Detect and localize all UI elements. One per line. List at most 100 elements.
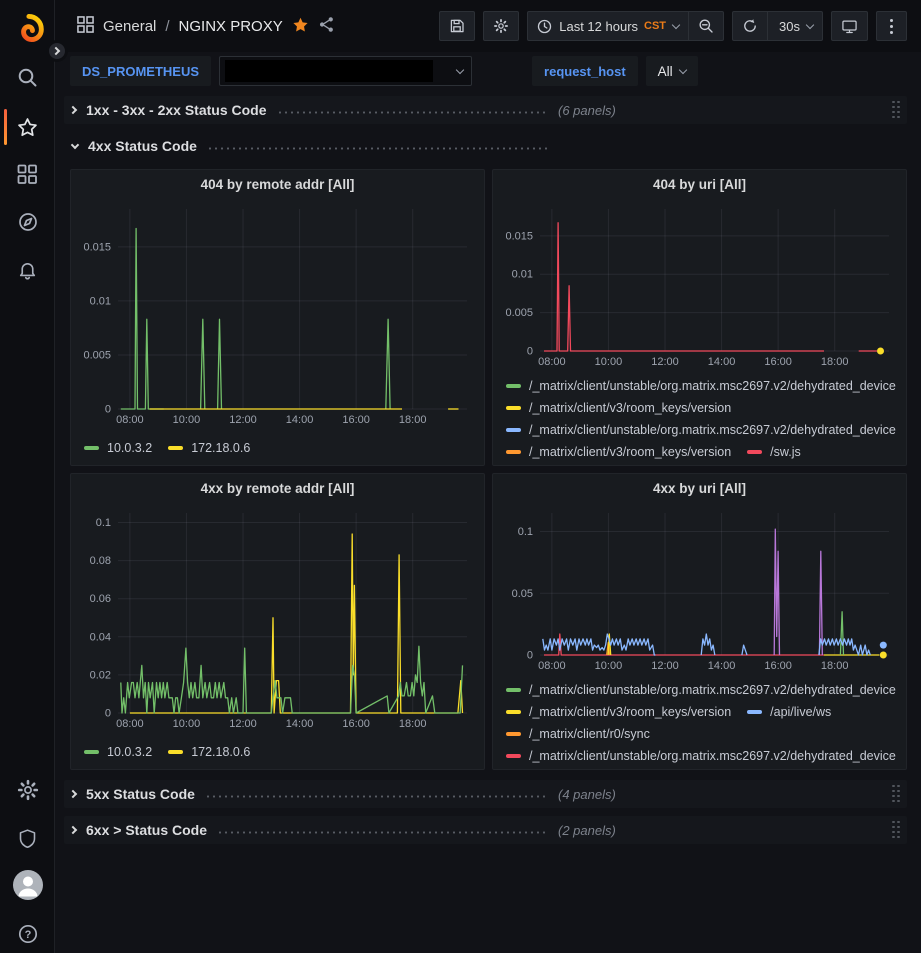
row-title[interactable]: 1xx - 3xx - 2xx Status Code <box>86 102 267 118</box>
legend-item[interactable]: 172.18.0.6 <box>168 439 250 457</box>
legend-item[interactable]: /_matrix/client/v3/room_keys/version <box>506 703 731 721</box>
search-icon[interactable] <box>0 64 55 92</box>
grafana-logo[interactable] <box>0 10 55 46</box>
legend-swatch <box>506 688 521 692</box>
legend-label: /_matrix/client/v3/room_keys/version <box>529 705 731 719</box>
chevron-down-icon <box>806 20 814 28</box>
svg-text:16:00: 16:00 <box>764 356 792 368</box>
legend-item[interactable]: /_matrix/client/unstable/org.matrix.msc2… <box>506 747 896 765</box>
panel-title[interactable]: 4xx by remote addr [All] <box>80 481 475 505</box>
svg-text:14:00: 14:00 <box>286 718 314 730</box>
legend-item[interactable]: 172.18.0.6 <box>168 743 250 761</box>
breadcrumb-separator: / <box>165 18 169 35</box>
row-5xx[interactable]: 5xx Status Code (4 panels) <box>64 780 907 808</box>
datasource-select[interactable] <box>219 56 472 86</box>
legend-item[interactable]: /_matrix/client/unstable/org.matrix.msc2… <box>506 421 896 439</box>
dashboards-icon[interactable] <box>0 160 55 188</box>
legend-item[interactable]: /_matrix/client/v3/room_keys/version <box>506 399 731 417</box>
legend-label: 172.18.0.6 <box>191 745 250 759</box>
zoom-out-button[interactable] <box>688 12 723 40</box>
row-title[interactable]: 5xx Status Code <box>86 786 195 802</box>
row-title[interactable]: 6xx > Status Code <box>86 822 207 838</box>
security-shield-icon[interactable] <box>0 824 55 852</box>
svg-text:10:00: 10:00 <box>595 356 623 368</box>
legend-item[interactable]: 10.0.3.2 <box>84 439 152 457</box>
timeseries-chart[interactable]: 00.050.108:0010:0012:0014:0016:0018:00 <box>502 505 897 673</box>
favorite-star-icon[interactable] <box>292 16 309 37</box>
refresh-interval-dropdown[interactable]: 30s <box>767 12 822 40</box>
refresh-button[interactable] <box>733 12 767 40</box>
profile-avatar[interactable] <box>0 869 55 901</box>
panel-title[interactable]: 404 by uri [All] <box>502 177 897 201</box>
row-drag-handle[interactable] <box>890 819 903 842</box>
alerting-bell-icon[interactable] <box>0 256 55 284</box>
row-drag-handle[interactable] <box>890 99 903 122</box>
panel-4xx-by-uri: 4xx by uri [All] 00.050.108:0010:0012:00… <box>492 473 907 770</box>
more-options-button[interactable] <box>876 11 907 41</box>
cycle-view-button[interactable] <box>831 11 868 41</box>
legend-item[interactable]: /_matrix/client/unstable/org.matrix.msc2… <box>506 681 896 699</box>
svg-text:08:00: 08:00 <box>538 660 566 672</box>
dotted-leader <box>205 795 548 798</box>
row-title[interactable]: 4xx Status Code <box>88 138 197 154</box>
clock-icon <box>537 19 552 34</box>
legend-item[interactable]: /api/live/ws <box>747 703 831 721</box>
legend-swatch <box>84 750 99 754</box>
refresh-group: 30s <box>732 11 823 41</box>
row-4xx[interactable]: 4xx Status Code <box>64 132 907 160</box>
help-icon[interactable]: ? <box>0 920 55 948</box>
legend-item[interactable]: /_matrix/client/r0/sync <box>506 725 650 743</box>
chart-legend: /_matrix/client/unstable/org.matrix.msc2… <box>502 377 897 461</box>
legend-swatch <box>506 754 521 758</box>
timeseries-chart[interactable]: 00.020.040.060.080.108:0010:0012:0014:00… <box>80 505 475 731</box>
svg-text:18:00: 18:00 <box>821 356 849 368</box>
zoom-out-icon <box>698 18 714 34</box>
share-icon[interactable] <box>318 16 335 37</box>
legend-swatch <box>506 384 521 388</box>
chart-svg: 00.0050.010.01508:0010:0012:0014:0016:00… <box>502 201 897 369</box>
svg-text:18:00: 18:00 <box>399 718 427 730</box>
panel-4xx-by-remote-addr: 4xx by remote addr [All] 00.020.040.060.… <box>70 473 485 770</box>
dashboard-settings-button[interactable] <box>483 11 519 41</box>
row-6xx[interactable]: 6xx > Status Code (2 panels) <box>64 816 907 844</box>
breadcrumb: General / NGINX PROXY <box>77 16 335 37</box>
legend-swatch <box>506 450 521 454</box>
topbar: General / NGINX PROXY <box>55 0 921 52</box>
row-panel-count: (2 panels) <box>558 823 616 838</box>
explore-compass-icon[interactable] <box>0 208 55 236</box>
svg-text:0.02: 0.02 <box>90 669 111 681</box>
breadcrumb-section[interactable]: General <box>103 18 156 35</box>
request-host-select[interactable]: All <box>646 56 698 86</box>
row-drag-handle[interactable] <box>890 783 903 806</box>
redacted-value <box>225 60 433 82</box>
starred-icon[interactable] <box>0 113 55 141</box>
svg-text:0: 0 <box>527 650 533 662</box>
row-1xx-3xx-2xx[interactable]: 1xx - 3xx - 2xx Status Code (6 panels) <box>64 96 907 124</box>
dotted-leader <box>207 147 550 150</box>
timeseries-chart[interactable]: 00.0050.010.01508:0010:0012:0014:0016:00… <box>502 201 897 369</box>
legend-item[interactable]: /sw.js <box>747 443 801 461</box>
chart-svg: 00.020.040.060.080.108:0010:0012:0014:00… <box>80 505 475 731</box>
panel-404-by-remote-addr: 404 by remote addr [All] 00.0050.010.015… <box>70 169 485 466</box>
breadcrumb-dashboard-title[interactable]: NGINX PROXY <box>179 18 283 35</box>
svg-text:0.1: 0.1 <box>518 526 533 538</box>
time-range-button[interactable]: Last 12 hours CST <box>528 12 688 40</box>
dotted-leader <box>217 831 548 834</box>
legend-item[interactable]: 10.0.3.2 <box>84 743 152 761</box>
refresh-interval-label: 30s <box>779 19 800 34</box>
save-dashboard-button[interactable] <box>439 11 475 41</box>
settings-gear-icon[interactable] <box>0 776 55 804</box>
request-host-value: All <box>658 64 673 79</box>
row-panel-count: (6 panels) <box>558 103 616 118</box>
svg-text:0.005: 0.005 <box>83 349 111 361</box>
panel-title[interactable]: 4xx by uri [All] <box>502 481 897 505</box>
datasource-variable-label: DS_PROMETHEUS <box>70 56 211 86</box>
sidebar-expand-button[interactable] <box>46 40 68 62</box>
legend-item[interactable]: /_matrix/client/unstable/org.matrix.msc2… <box>506 377 896 395</box>
panel-title[interactable]: 404 by remote addr [All] <box>80 177 475 201</box>
chart-legend: 10.0.3.2 172.18.0.6 <box>80 739 475 765</box>
dashboard-variables-row: DS_PROMETHEUS request_host All <box>55 52 921 90</box>
legend-item[interactable]: /_matrix/client/v3/room_keys/version <box>506 443 731 461</box>
gear-icon <box>493 18 509 34</box>
timeseries-chart[interactable]: 00.0050.010.01508:0010:0012:0014:0016:00… <box>80 201 475 427</box>
